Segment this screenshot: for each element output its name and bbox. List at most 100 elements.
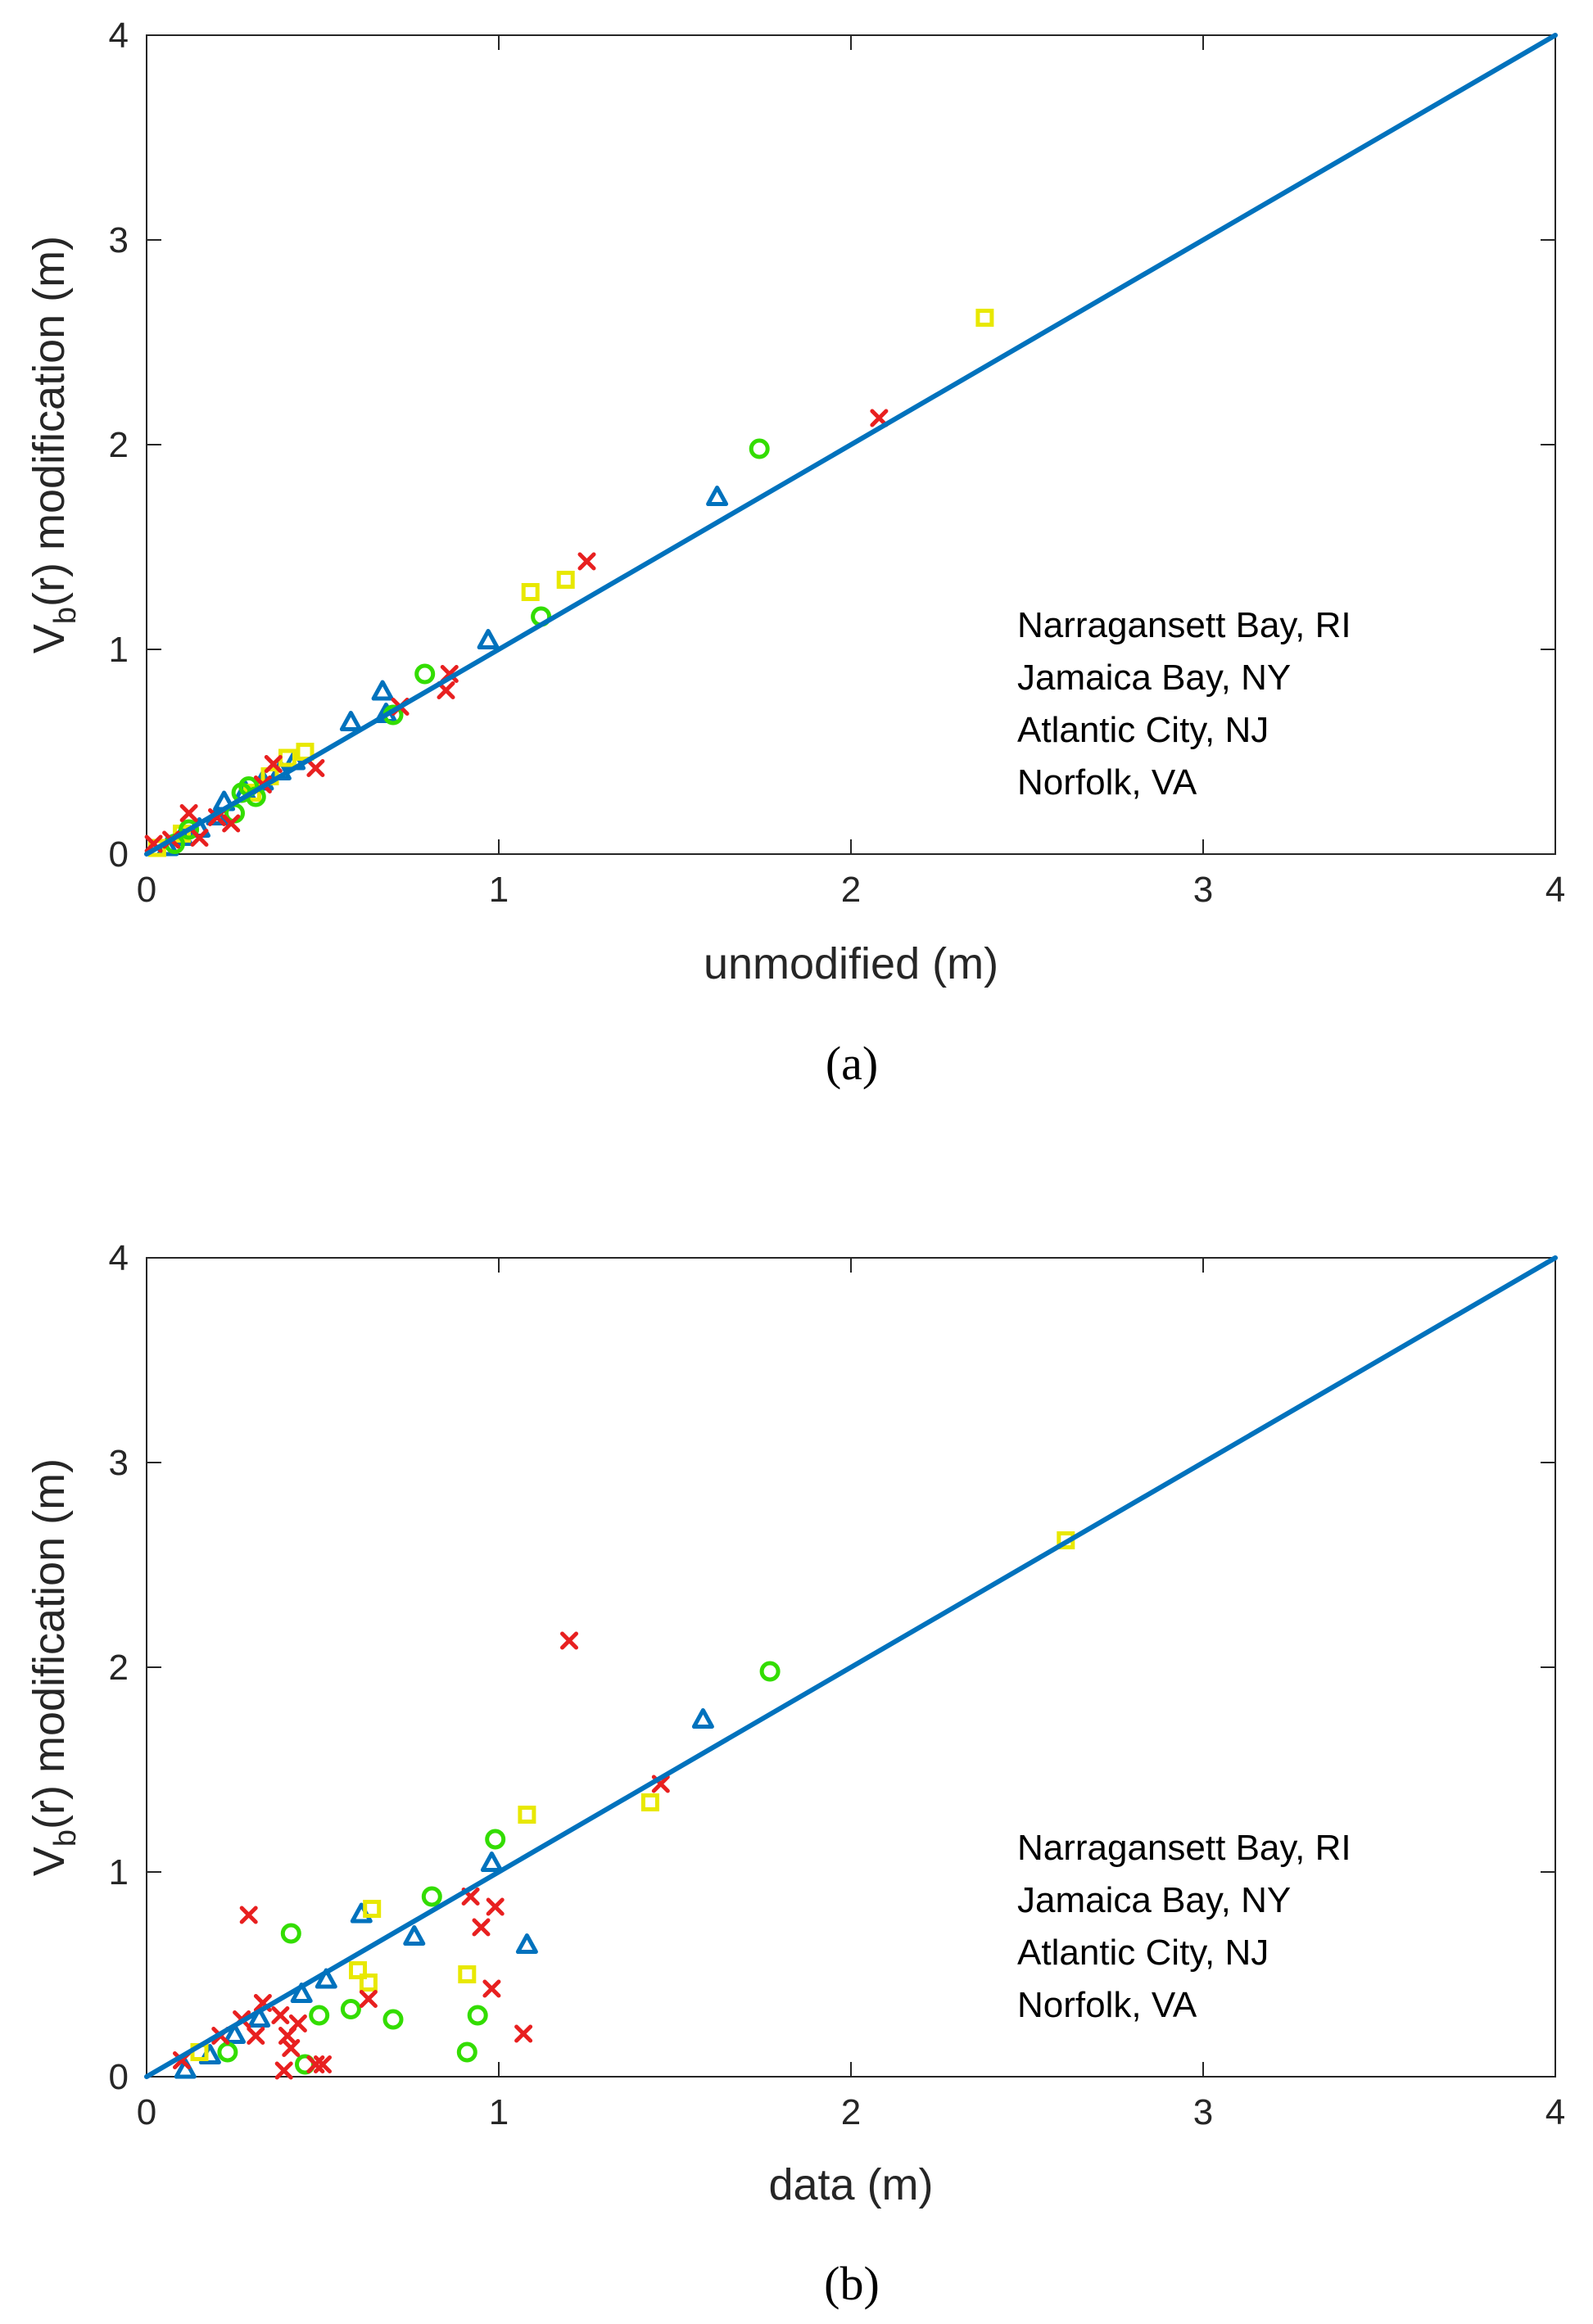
point-a-s0-9 [339,711,362,731]
point-b-s3-17 [486,1897,505,1916]
x-tick-label-a-1: 1 [489,870,509,910]
point-b-s0-7 [403,1925,426,1946]
legend-b [966,1812,1409,2033]
point-a-s1-6 [521,583,540,601]
point-b-s1-2 [359,1974,378,1992]
point-a-s0-12 [477,629,500,649]
point-b-s3-15 [472,1918,491,1937]
point-b-s3-6 [271,2006,290,2024]
y-axis-label-main-a: V [25,624,74,653]
y-tick-label-b-0: 0 [109,2057,129,2097]
legend-label-b-1: Jamaica Bay, NY [1017,1880,1291,1920]
data-layer-b: 0 1 2 3 4 0 1 2 3 4 [109,1238,1566,2132]
x-tick-label-b-3: 3 [1193,2092,1213,2132]
point-a-s0-10 [371,680,394,701]
point-a-s1-8 [975,309,994,327]
point-b-s0-3 [248,2007,271,2028]
point-a-s2-7 [414,663,436,685]
y-tick-label-b-2: 2 [109,1648,129,1688]
point-a-s2-9 [749,438,770,459]
point-b-s2-5 [382,2009,404,2030]
point-b-s0-5 [315,1968,337,1989]
point-b-s3-12 [314,2055,332,2073]
x-tick-label-b-2: 2 [841,2092,861,2132]
x-axis-label-b: data (m) [768,2160,933,2209]
x-tick-label-a-4: 4 [1545,870,1565,910]
point-b-s0-10 [691,1708,714,1729]
point-b-s2-9 [485,1829,506,1850]
y-tick-label-a-2: 2 [109,425,129,465]
point-b-s0-4 [290,1983,313,2003]
point-b-s2-6 [421,1886,442,1907]
y-axis-label-main-b: V [25,1847,74,1876]
legend-label-b-2: Atlantic City, NJ [1017,1933,1269,1973]
point-b-s2-3 [309,2005,330,2026]
point-b-s1-3 [363,1900,382,1918]
y-axis-label-b: Vb(r) modification (m) [25,1458,83,1876]
point-b-s0-2 [224,2023,246,2044]
point-b-s3-16 [482,1979,501,1998]
y-axis-label-a: Vb(r) modification (m) [25,236,83,653]
y-tick-label-b-4: 4 [109,1238,129,1278]
point-b-s3-13 [359,1990,378,2008]
panel-label-b: (b) [824,2257,880,2310]
point-a-s3-8 [306,759,325,777]
x-tick-label-b-4: 4 [1545,2092,1565,2132]
point-b-s1-4 [458,1965,477,1983]
point-b-s3-19 [560,1631,578,1650]
point-b-s3-10 [288,2014,307,2032]
y-tick-label-b-3: 3 [109,1443,129,1483]
legend-label-a-0: Narragansett Bay, RI [1017,605,1351,645]
x-tick-label-a-0: 0 [137,870,156,910]
legend-label-a-2: Atlantic City, NJ [1017,710,1269,750]
point-b-s0-8 [480,1852,503,1872]
point-a-s3-10 [437,681,455,699]
legend-label-b-0: Narragansett Bay, RI [1017,1828,1351,1868]
y-tick-label-a-0: 0 [109,834,129,875]
point-a-s3-12 [577,552,596,571]
point-b-s2-1 [280,1923,301,1944]
y-tick-label-a-3: 3 [109,220,129,260]
point-b-s0-9 [515,1933,538,1954]
point-a-s1-5 [296,743,315,761]
point-b-s1-6 [640,1793,659,1811]
x-axis-label-a: unmodified (m) [704,939,998,988]
legend-label-a-1: Jamaica Bay, NY [1017,658,1291,698]
point-a-s3-2 [179,804,198,822]
reference-line-a [144,33,1558,857]
y-axis-label-rest-a: (r) modification (m) [25,236,74,607]
x-tick-label-b-1: 1 [489,2092,509,2132]
legend-a [966,590,1409,811]
point-b-s2-7 [456,2041,477,2063]
point-b-s3-3 [239,1906,258,1924]
point-b-s3-18 [514,2024,533,2043]
point-b-s2-8 [467,2005,488,2026]
point-b-s2-4 [340,1999,361,2019]
x-tick-label-b-0: 0 [137,2092,156,2132]
x-tick-label-a-2: 2 [841,870,861,910]
point-a-s1-7 [556,571,575,589]
point-a-s0-13 [706,486,729,506]
y-tick-label-a-4: 4 [109,16,129,56]
chart-a: 0 1 2 3 4 0 1 2 3 4 unmodified (m) Vb(r) modifica… [25,16,1565,1090]
chart-b: 0 1 2 3 4 0 1 2 3 4 data (m) Vb(r) modification (… [25,1238,1565,2310]
y-tick-label-a-1: 1 [109,630,129,670]
point-b-s3-9 [282,2039,301,2057]
x-tick-label-a-3: 3 [1193,870,1213,910]
point-b-s3-4 [247,2027,265,2045]
point-a-s3-3 [190,829,209,847]
point-b-s2-10 [759,1661,781,1682]
point-a-s2-1 [179,819,200,840]
legend-label-b-3: Norfolk, VA [1017,1985,1197,2025]
point-b-s1-1 [349,1961,367,1979]
y-tick-label-b-1: 1 [109,1852,129,1892]
panel-label-a: (a) [826,1037,878,1090]
point-a-s3-13 [870,409,889,427]
point-a-s3-7 [264,755,283,773]
point-b-s3-7 [274,2061,293,2080]
point-a-s3-5 [222,814,241,833]
reference-line-b [144,1255,1558,2079]
point-b-s1-5 [518,1806,536,1824]
y-axis-label-sub-a: b [48,607,83,624]
